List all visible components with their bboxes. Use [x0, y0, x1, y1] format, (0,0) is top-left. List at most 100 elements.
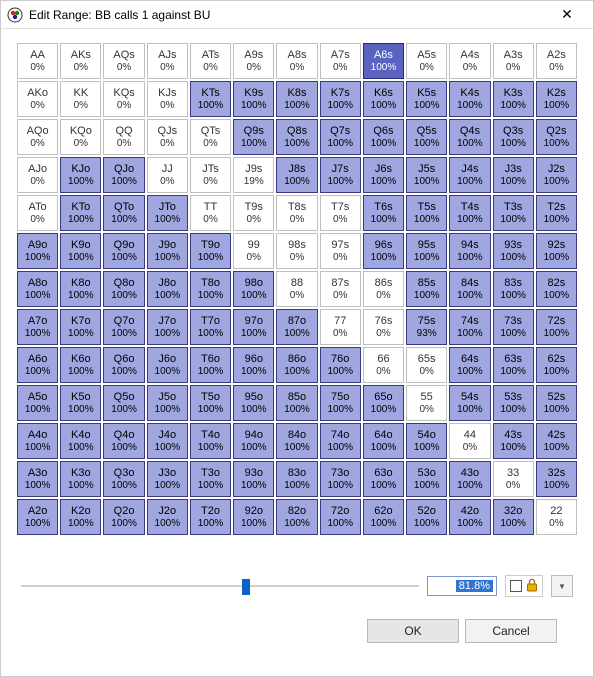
- hand-cell-98o[interactable]: 98o100%: [233, 271, 274, 307]
- hand-cell-82s[interactable]: 82s100%: [536, 271, 577, 307]
- hand-cell-A7o[interactable]: A7o100%: [17, 309, 58, 345]
- hand-cell-A2o[interactable]: A2o100%: [17, 499, 58, 535]
- hand-cell-J3s[interactable]: J3s100%: [493, 157, 534, 193]
- hand-cell-KTo[interactable]: KTo100%: [60, 195, 101, 231]
- hand-cell-QJo[interactable]: QJo100%: [103, 157, 144, 193]
- hand-cell-Q5o[interactable]: Q5o100%: [103, 385, 144, 421]
- hand-cell-KJo[interactable]: KJo100%: [60, 157, 101, 193]
- hand-cell-ATo[interactable]: ATo0%: [17, 195, 58, 231]
- hand-cell-J5o[interactable]: J5o100%: [147, 385, 188, 421]
- hand-cell-A5o[interactable]: A5o100%: [17, 385, 58, 421]
- hand-cell-85s[interactable]: 85s100%: [406, 271, 447, 307]
- hand-cell-86o[interactable]: 86o100%: [276, 347, 317, 383]
- hand-cell-A9o[interactable]: A9o100%: [17, 233, 58, 269]
- hand-cell-A9s[interactable]: A9s0%: [233, 43, 274, 79]
- hand-cell-T5s[interactable]: T5s100%: [406, 195, 447, 231]
- hand-cell-T5o[interactable]: T5o100%: [190, 385, 231, 421]
- hand-cell-Q2s[interactable]: Q2s100%: [536, 119, 577, 155]
- hand-cell-88[interactable]: 880%: [276, 271, 317, 307]
- hand-cell-Q8o[interactable]: Q8o100%: [103, 271, 144, 307]
- hand-cell-62s[interactable]: 62s100%: [536, 347, 577, 383]
- hand-cell-KK[interactable]: KK0%: [60, 81, 101, 117]
- hand-cell-53o[interactable]: 53o100%: [406, 461, 447, 497]
- hand-cell-Q7o[interactable]: Q7o100%: [103, 309, 144, 345]
- hand-cell-85o[interactable]: 85o100%: [276, 385, 317, 421]
- hand-cell-Q4o[interactable]: Q4o100%: [103, 423, 144, 459]
- hand-cell-94s[interactable]: 94s100%: [449, 233, 490, 269]
- hand-cell-AJs[interactable]: AJs0%: [147, 43, 188, 79]
- hand-cell-J4o[interactable]: J4o100%: [147, 423, 188, 459]
- hand-cell-A8o[interactable]: A8o100%: [17, 271, 58, 307]
- hand-cell-A4o[interactable]: A4o100%: [17, 423, 58, 459]
- hand-cell-44[interactable]: 440%: [449, 423, 490, 459]
- hand-cell-J6o[interactable]: J6o100%: [147, 347, 188, 383]
- hand-cell-43s[interactable]: 43s100%: [493, 423, 534, 459]
- lock-checkbox[interactable]: [510, 580, 522, 592]
- hand-cell-J7o[interactable]: J7o100%: [147, 309, 188, 345]
- hand-cell-Q2o[interactable]: Q2o100%: [103, 499, 144, 535]
- hand-cell-83s[interactable]: 83s100%: [493, 271, 534, 307]
- close-button[interactable]: ✕: [547, 1, 587, 29]
- hand-cell-AKs[interactable]: AKs0%: [60, 43, 101, 79]
- hand-cell-KJs[interactable]: KJs0%: [147, 81, 188, 117]
- hand-cell-J3o[interactable]: J3o100%: [147, 461, 188, 497]
- hand-cell-K7s[interactable]: K7s100%: [320, 81, 361, 117]
- hand-cell-QTs[interactable]: QTs0%: [190, 119, 231, 155]
- hand-cell-T6o[interactable]: T6o100%: [190, 347, 231, 383]
- hand-cell-T6s[interactable]: T6s100%: [363, 195, 404, 231]
- hand-cell-AKo[interactable]: AKo0%: [17, 81, 58, 117]
- hand-cell-97o[interactable]: 97o100%: [233, 309, 274, 345]
- hand-cell-T7s[interactable]: T7s0%: [320, 195, 361, 231]
- hand-cell-A2s[interactable]: A2s0%: [536, 43, 577, 79]
- hand-cell-J8o[interactable]: J8o100%: [147, 271, 188, 307]
- hand-cell-22[interactable]: 220%: [536, 499, 577, 535]
- hand-cell-K3s[interactable]: K3s100%: [493, 81, 534, 117]
- hand-cell-KTs[interactable]: KTs100%: [190, 81, 231, 117]
- hand-cell-J4s[interactable]: J4s100%: [449, 157, 490, 193]
- hand-cell-Q3s[interactable]: Q3s100%: [493, 119, 534, 155]
- hand-cell-JTo[interactable]: JTo100%: [147, 195, 188, 231]
- hand-cell-54s[interactable]: 54s100%: [449, 385, 490, 421]
- hand-cell-73s[interactable]: 73s100%: [493, 309, 534, 345]
- hand-cell-J2s[interactable]: J2s100%: [536, 157, 577, 193]
- hand-cell-Q3o[interactable]: Q3o100%: [103, 461, 144, 497]
- hand-cell-A7s[interactable]: A7s0%: [320, 43, 361, 79]
- hand-cell-95o[interactable]: 95o100%: [233, 385, 274, 421]
- options-dropdown[interactable]: ▼: [551, 575, 573, 597]
- hand-cell-ATs[interactable]: ATs0%: [190, 43, 231, 79]
- hand-cell-53s[interactable]: 53s100%: [493, 385, 534, 421]
- hand-cell-K2s[interactable]: K2s100%: [536, 81, 577, 117]
- hand-cell-JTs[interactable]: JTs0%: [190, 157, 231, 193]
- hand-cell-62o[interactable]: 62o100%: [363, 499, 404, 535]
- hand-cell-Q4s[interactable]: Q4s100%: [449, 119, 490, 155]
- hand-cell-A6s[interactable]: A6s100%: [363, 43, 404, 79]
- hand-cell-93o[interactable]: 93o100%: [233, 461, 274, 497]
- hand-cell-J6s[interactable]: J6s100%: [363, 157, 404, 193]
- hand-cell-K5o[interactable]: K5o100%: [60, 385, 101, 421]
- hand-cell-J8s[interactable]: J8s100%: [276, 157, 317, 193]
- hand-cell-64o[interactable]: 64o100%: [363, 423, 404, 459]
- hand-cell-84s[interactable]: 84s100%: [449, 271, 490, 307]
- hand-cell-72o[interactable]: 72o100%: [320, 499, 361, 535]
- hand-cell-32s[interactable]: 32s100%: [536, 461, 577, 497]
- hand-cell-QTo[interactable]: QTo100%: [103, 195, 144, 231]
- hand-cell-76o[interactable]: 76o100%: [320, 347, 361, 383]
- hand-cell-43o[interactable]: 43o100%: [449, 461, 490, 497]
- hand-cell-T4o[interactable]: T4o100%: [190, 423, 231, 459]
- hand-cell-84o[interactable]: 84o100%: [276, 423, 317, 459]
- hand-cell-K6s[interactable]: K6s100%: [363, 81, 404, 117]
- hand-cell-42s[interactable]: 42s100%: [536, 423, 577, 459]
- hand-cell-AQo[interactable]: AQo0%: [17, 119, 58, 155]
- hand-cell-K4s[interactable]: K4s100%: [449, 81, 490, 117]
- hand-cell-63o[interactable]: 63o100%: [363, 461, 404, 497]
- hand-cell-87s[interactable]: 87s0%: [320, 271, 361, 307]
- hand-cell-94o[interactable]: 94o100%: [233, 423, 274, 459]
- hand-cell-42o[interactable]: 42o100%: [449, 499, 490, 535]
- hand-cell-Q5s[interactable]: Q5s100%: [406, 119, 447, 155]
- hand-cell-A5s[interactable]: A5s0%: [406, 43, 447, 79]
- hand-cell-T2s[interactable]: T2s100%: [536, 195, 577, 231]
- hand-cell-K8s[interactable]: K8s100%: [276, 81, 317, 117]
- hand-cell-98s[interactable]: 98s0%: [276, 233, 317, 269]
- hand-cell-A8s[interactable]: A8s0%: [276, 43, 317, 79]
- hand-cell-K5s[interactable]: K5s100%: [406, 81, 447, 117]
